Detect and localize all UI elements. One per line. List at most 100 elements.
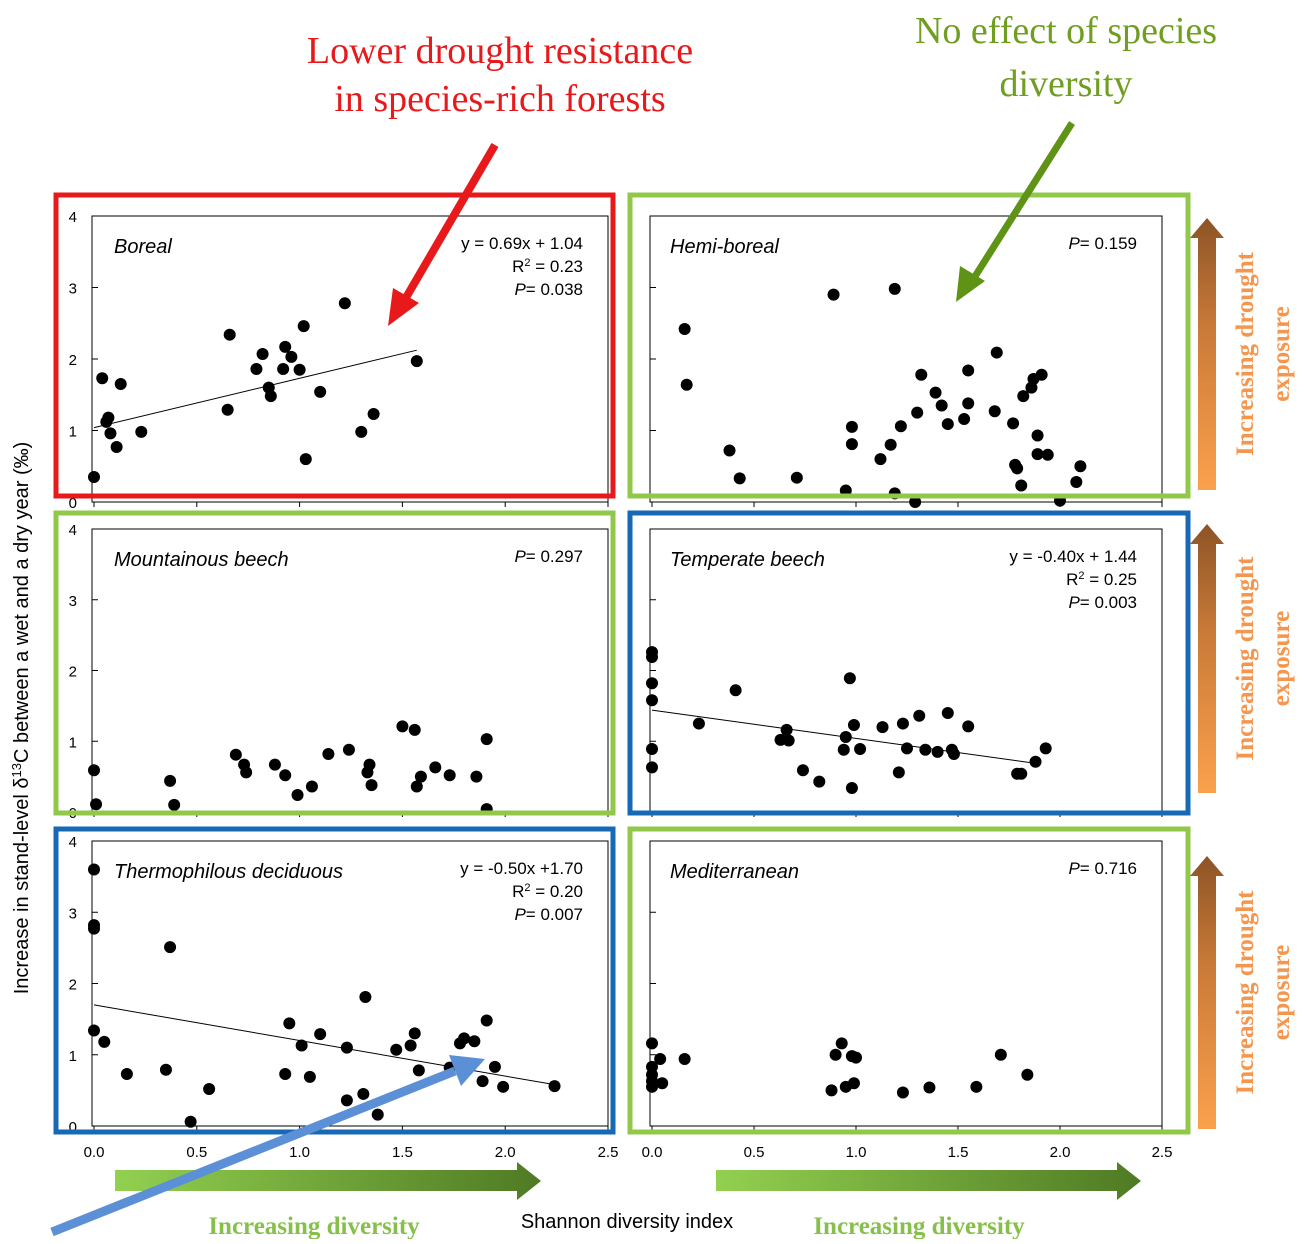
panel-hemi-boreal: Hemi-boreal P= 0.159 bbox=[627, 192, 1191, 508]
data-point bbox=[476, 1075, 489, 1088]
data-point bbox=[285, 350, 298, 363]
trend-line-boreal bbox=[93, 349, 417, 429]
data-point bbox=[342, 743, 355, 756]
data-point bbox=[88, 863, 100, 876]
data-point bbox=[88, 470, 100, 483]
data-point bbox=[497, 1080, 510, 1093]
data-point bbox=[656, 1077, 669, 1090]
blue-pointer-arrow bbox=[50, 1055, 485, 1237]
data-point bbox=[338, 297, 351, 310]
data-point bbox=[355, 425, 368, 438]
data-point bbox=[322, 747, 335, 760]
panel-border-hemi-boreal bbox=[627, 192, 1191, 499]
data-point bbox=[279, 340, 292, 353]
data-point bbox=[1070, 475, 1083, 488]
data-point bbox=[96, 372, 109, 385]
data-point bbox=[919, 743, 932, 756]
drought-label-line1: Increasing drought bbox=[1232, 890, 1259, 1095]
data-point bbox=[654, 1053, 667, 1066]
data-point bbox=[114, 378, 127, 391]
data-point bbox=[915, 368, 928, 381]
stat-label: P= 0.159 bbox=[1068, 234, 1137, 253]
annotation-top-left-line1: Lower drought resistance bbox=[307, 30, 693, 72]
data-point bbox=[847, 718, 860, 731]
panel-boreal: 0 1 2 3 4 Boreal y = 0.69x + 1.04 R2 = 0.23 P= 0… bbox=[53, 192, 616, 512]
data-point bbox=[829, 1048, 842, 1061]
drought-label-line1: Increasing drought bbox=[1232, 251, 1259, 456]
y-tick-label: 0 bbox=[69, 1119, 77, 1136]
y-tick-label: 2 bbox=[69, 664, 77, 681]
x-tick-label: 2.0 bbox=[495, 1144, 516, 1161]
data-point bbox=[279, 1067, 292, 1080]
data-point bbox=[256, 347, 269, 360]
data-point bbox=[291, 789, 304, 802]
panel-title-mountainous-beech: Mountainous beech bbox=[114, 549, 289, 571]
data-point bbox=[790, 471, 803, 484]
data-point bbox=[847, 1077, 860, 1090]
drought-arrow-shape bbox=[1190, 218, 1224, 490]
data-point bbox=[88, 764, 100, 777]
data-point bbox=[480, 733, 493, 746]
data-point bbox=[164, 774, 177, 787]
data-point bbox=[692, 717, 705, 730]
data-point bbox=[680, 378, 693, 391]
data-point bbox=[295, 1039, 308, 1052]
stat-label: P= 0.007 bbox=[514, 905, 583, 924]
data-point bbox=[1031, 448, 1044, 461]
trend-line-thermophilous-deciduous bbox=[93, 1004, 555, 1086]
data-point bbox=[958, 413, 971, 426]
annotation-top-left-line2: in species-rich forests bbox=[334, 78, 665, 120]
data-point bbox=[646, 761, 658, 774]
data-point bbox=[221, 403, 234, 416]
data-point bbox=[168, 798, 181, 811]
data-point bbox=[468, 1035, 481, 1048]
data-point bbox=[340, 1041, 353, 1054]
data-point bbox=[135, 425, 148, 438]
data-point bbox=[159, 1063, 172, 1076]
data-point bbox=[988, 405, 1001, 418]
y-tick-label: 1 bbox=[69, 734, 77, 751]
data-point bbox=[110, 440, 123, 453]
data-point bbox=[646, 651, 658, 664]
panel-title-temperate-beech: Temperate beech bbox=[670, 549, 825, 571]
data-point bbox=[104, 427, 117, 440]
data-point bbox=[88, 1024, 100, 1037]
panel-border-temperate-beech bbox=[627, 510, 1191, 816]
x-tick-label: 0.0 bbox=[642, 1144, 663, 1161]
data-point bbox=[314, 385, 327, 398]
data-point bbox=[901, 742, 913, 755]
drought-exposure-arrow-3: Increasing drought exposure bbox=[1190, 856, 1295, 1129]
y-tick-label: 2 bbox=[69, 352, 77, 369]
data-point bbox=[935, 399, 948, 412]
data-point bbox=[850, 1051, 862, 1064]
y-tick-label: 3 bbox=[69, 905, 77, 922]
data-point bbox=[813, 775, 826, 788]
drought-exposure-arrow-2: Increasing drought exposure bbox=[1190, 524, 1295, 793]
data-point bbox=[941, 418, 954, 431]
data-point bbox=[911, 406, 924, 419]
drought-exposure-arrow-1: Increasing drought exposure bbox=[1190, 218, 1295, 490]
data-point bbox=[825, 1084, 838, 1097]
panel-border-mediterranean bbox=[627, 826, 1191, 1135]
increasing-diversity-label-right: Increasing diversity bbox=[813, 1213, 1025, 1239]
x-axis-label: Shannon diversity index bbox=[521, 1211, 733, 1233]
data-point bbox=[250, 363, 263, 376]
data-point bbox=[264, 390, 277, 403]
data-point bbox=[367, 408, 380, 421]
data-point bbox=[390, 1043, 403, 1056]
data-point bbox=[184, 1115, 197, 1128]
data-point bbox=[293, 363, 306, 376]
data-point bbox=[340, 1094, 353, 1107]
data-point bbox=[404, 1039, 417, 1052]
chart-panels: 0 1 2 3 4 Boreal y = 0.69x + 1.04 R2 = 0.23 P= 0… bbox=[53, 192, 1191, 1161]
data-point bbox=[962, 397, 975, 410]
y-tick-label: 2 bbox=[69, 977, 77, 994]
data-point bbox=[314, 1028, 327, 1041]
stat-label: R2 = 0.23 bbox=[512, 257, 583, 276]
data-point bbox=[839, 731, 852, 744]
data-point bbox=[780, 723, 793, 736]
data-point bbox=[164, 941, 177, 954]
data-point bbox=[408, 723, 421, 736]
data-point bbox=[947, 747, 960, 760]
stat-label: y = -0.50x +1.70 bbox=[460, 859, 583, 878]
